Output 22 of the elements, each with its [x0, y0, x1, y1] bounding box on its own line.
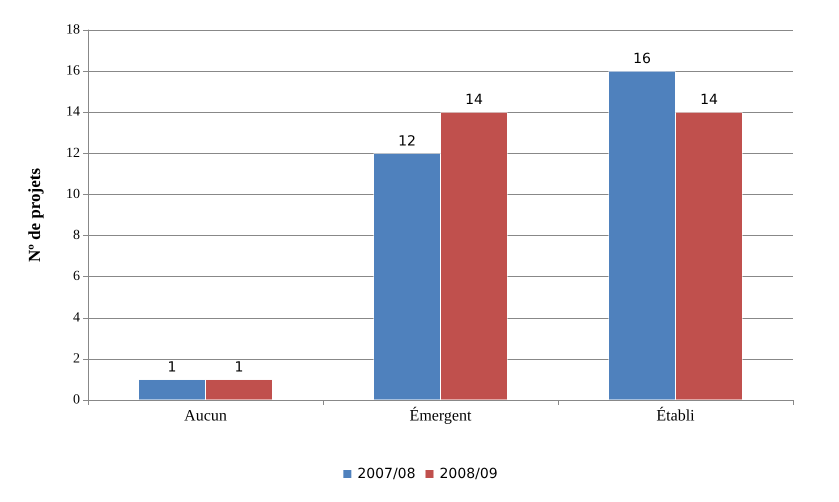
- y-tick-label: 12: [66, 146, 80, 161]
- y-tick-label: 18: [66, 22, 80, 38]
- data-label: 1: [234, 359, 244, 376]
- y-tick-label: 16: [66, 64, 80, 79]
- y-tick-label: 0: [73, 392, 80, 408]
- y-tick-label: 8: [73, 228, 80, 244]
- data-label: 1: [168, 359, 176, 376]
- x-tick-label: Émergent: [410, 406, 472, 424]
- y-tick-label: 2: [73, 351, 80, 366]
- data-label: 16: [633, 51, 651, 68]
- y-tick-label: 14: [66, 104, 80, 120]
- y-tick-label: 6: [73, 269, 80, 284]
- data-label: 12: [398, 133, 416, 150]
- x-tick-label: Établi: [656, 406, 696, 424]
- data-label: 14: [700, 92, 718, 108]
- y-axis-title: Nº de projets: [25, 168, 44, 262]
- legend-label: 2007/08: [357, 466, 416, 482]
- data-label: 14: [465, 92, 483, 108]
- y-tick-label: 4: [73, 310, 80, 326]
- legend-label: 2008/09: [440, 466, 498, 482]
- y-tick-label: 10: [66, 186, 80, 202]
- x-tick-label: Aucun: [184, 408, 227, 424]
